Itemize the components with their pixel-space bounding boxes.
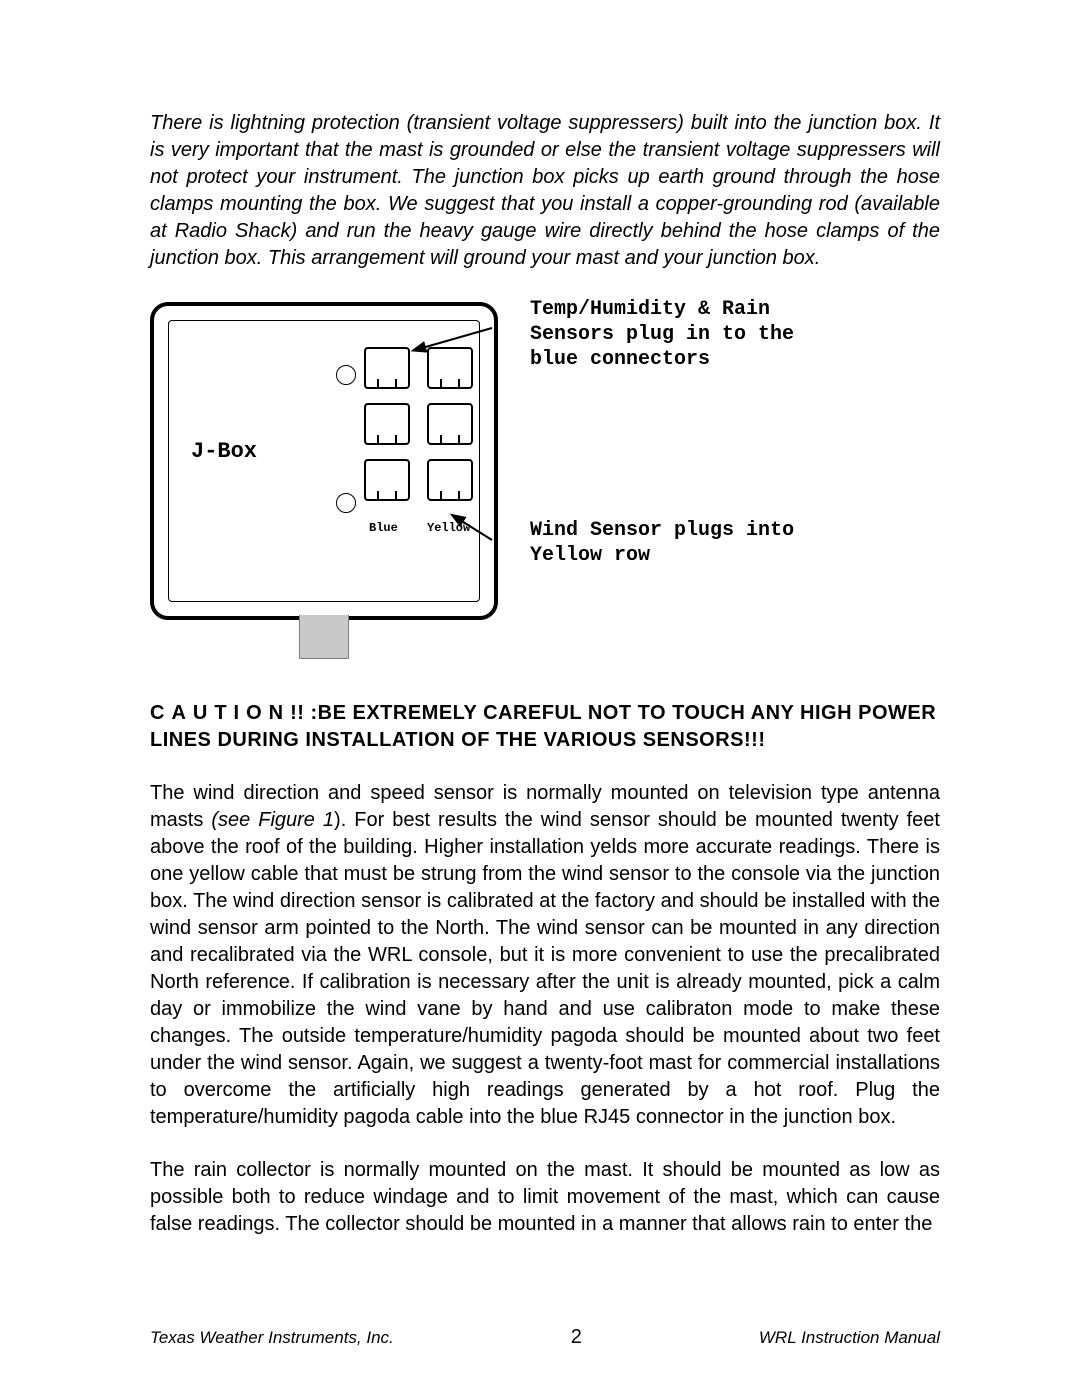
body-text: ). For best results the wind sensor shou… (150, 809, 940, 1128)
callout-line: blue connectors (530, 348, 710, 371)
diagram-callouts: Temp/Humidity & Rain Sensors plug in to … (490, 302, 940, 568)
callout-bold: Wind Sensor (530, 519, 662, 542)
rj45-port-icon (427, 459, 473, 501)
caution-word: CAUTION (150, 702, 290, 724)
screw-hole-icon (336, 493, 356, 513)
jbox-label: J-Box (191, 439, 257, 464)
callout-wind-sensor: Wind Sensor plugs into Yellow row (530, 518, 940, 568)
footer-company: Texas Weather Instruments, Inc. (150, 1328, 394, 1348)
jbox-enclosure: J-Box Blue Yellow (150, 302, 498, 620)
intro-paragraph: There is lightning protection (transient… (150, 110, 940, 272)
page-footer: Texas Weather Instruments, Inc. 2 WRL In… (150, 1326, 940, 1349)
callout-line: Sensors plug in to the (530, 323, 794, 346)
caution-heading: CAUTION!! :BE EXTREMELY CAREFUL NOT TO T… (150, 700, 940, 754)
callout-temp-humidity-rain: Temp/Humidity & Rain Sensors plug in to … (530, 297, 940, 372)
rj45-port-icon (364, 403, 410, 445)
footer-page-number: 2 (571, 1326, 582, 1349)
jbox-inner: J-Box Blue Yellow (168, 320, 480, 602)
callout-line: Temp/Humidity & Rain (530, 298, 770, 321)
figure-reference: (see Figure 1 (211, 809, 334, 831)
rj45-port-icon (364, 459, 410, 501)
jbox-diagram: J-Box Blue Yellow (150, 302, 940, 620)
manual-page: There is lightning protection (transient… (0, 0, 1080, 1397)
screw-hole-icon (336, 365, 356, 385)
callout-rest: plugs into (674, 519, 794, 542)
column-label-blue: Blue (369, 521, 398, 535)
column-label-yellow: Yellow (427, 521, 470, 535)
footer-manual-title: WRL Instruction Manual (759, 1328, 940, 1348)
wind-sensor-paragraph: The wind direction and speed sensor is n… (150, 780, 940, 1131)
mast-stem (299, 615, 349, 659)
rj45-port-icon (427, 403, 473, 445)
callout-line: Yellow row (530, 544, 650, 567)
rj45-port-icon (427, 347, 473, 389)
rj45-port-icon (364, 347, 410, 389)
rain-collector-paragraph: The rain collector is normally mounted o… (150, 1157, 940, 1238)
